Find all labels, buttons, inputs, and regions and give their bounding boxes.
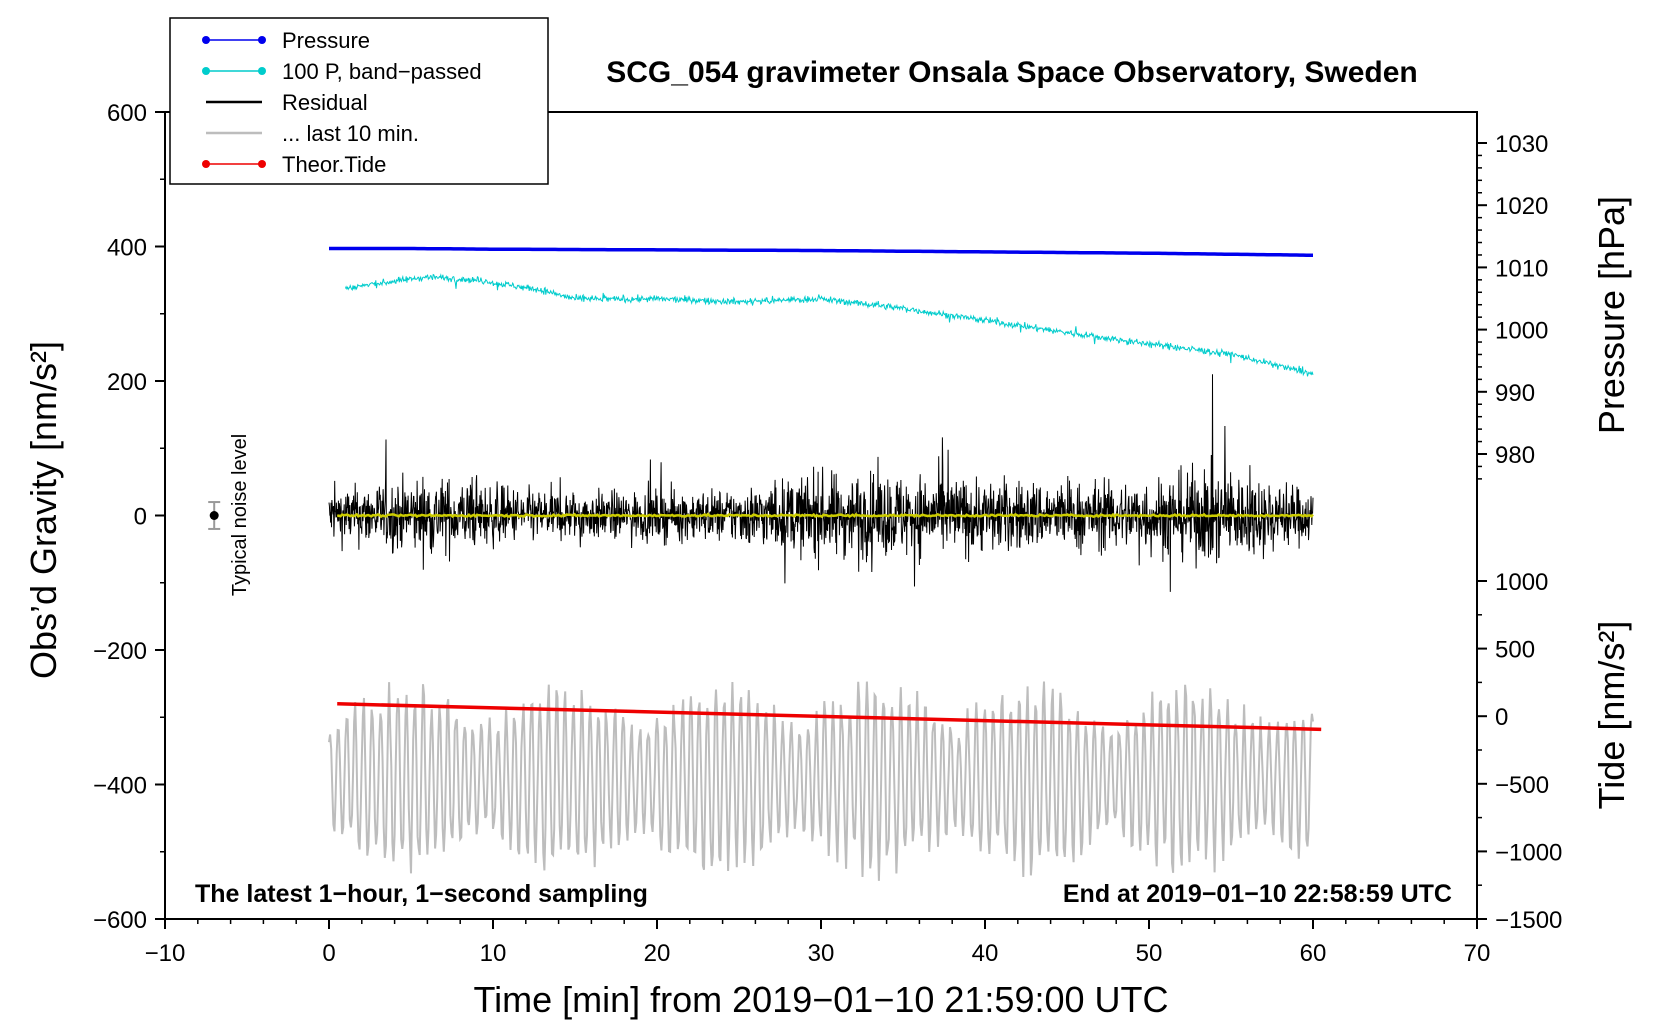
annotation-end-time: End at 2019−01−10 22:58:59 UTC — [1063, 880, 1452, 908]
y-tick-label-left: 600 — [107, 100, 147, 127]
legend-label: 100 P, band−passed — [282, 59, 482, 84]
y-tick-label-tide: 0 — [1495, 704, 1508, 731]
y-tick-label-left: −200 — [93, 638, 147, 665]
legend-items: Pressure 100 P, band−passed Residual ... la… — [202, 28, 482, 177]
y-tick-label-left: −600 — [93, 907, 147, 934]
y-tick-label-left: 400 — [107, 235, 147, 262]
y-tick-label-left: −400 — [93, 773, 147, 800]
x-tick-label: 40 — [972, 940, 999, 967]
x-tick-label: −10 — [145, 940, 186, 967]
y-axis-label-tide: Tide [nm/s²] — [1591, 621, 1632, 810]
series-filtered — [337, 512, 1314, 519]
legend-swatch-dot — [202, 160, 210, 168]
legend: Pressure 100 P, band−passed Residual ... la… — [169, 17, 549, 185]
y-tick-label-tide: 1000 — [1495, 569, 1548, 596]
legend-label: ... last 10 min. — [282, 121, 419, 146]
series-layer — [328, 246, 1322, 881]
legend-item: Theor.Tide — [202, 152, 386, 177]
x-axis-label: Time [min] from 2019−01−10 21:59:00 UTC — [473, 979, 1168, 1020]
y-tick-label-tide: −1500 — [1495, 907, 1562, 934]
y-tick-label-pressure: 1010 — [1495, 255, 1548, 282]
x-tick-label: 30 — [808, 940, 835, 967]
x-tick-label: 70 — [1464, 940, 1491, 967]
legend-swatch-dot — [202, 36, 210, 44]
legend-swatch-dot — [202, 67, 210, 75]
series-bandpassed-pressure — [344, 273, 1314, 377]
y-tick-label-left: 0 — [134, 504, 147, 531]
legend-swatch-dot — [258, 160, 266, 168]
x-tick-label: 60 — [1300, 940, 1327, 967]
annotation-sampling: The latest 1−hour, 1−second sampling — [195, 880, 648, 908]
series-theoretical-tide — [337, 702, 1322, 732]
legend-item: ... last 10 min. — [206, 121, 419, 146]
noise-marker-layer — [208, 501, 221, 530]
legend-item: Pressure — [202, 28, 370, 53]
x-tick-label: 20 — [644, 940, 671, 967]
chart-title: SCG_054 gravimeter Onsala Space Observat… — [606, 56, 1418, 89]
series-last-10-min — [328, 681, 1314, 881]
y-axis-label-left: Obs’d Gravity [nm/s²] — [23, 341, 64, 679]
y-tick-label-pressure: 990 — [1495, 380, 1535, 407]
y-tick-label-pressure: 1030 — [1495, 131, 1548, 158]
y-tick-label-tide: −1000 — [1495, 839, 1562, 866]
legend-item: Residual — [206, 90, 368, 115]
legend-item: 100 P, band−passed — [202, 59, 482, 84]
series-residual — [328, 374, 1314, 592]
x-tick-label: 10 — [480, 940, 507, 967]
y-tick-label-pressure: 1000 — [1495, 318, 1548, 345]
legend-label: Theor.Tide — [282, 152, 386, 177]
ticks-layer: −10 0 10 20 30 40 50 60 706004002000−200−400−600… — [93, 100, 1562, 967]
y-axis-label-pressure: Pressure [hPa] — [1591, 196, 1632, 434]
noise-level-label: Typical noise level — [229, 434, 251, 596]
y-tick-label-tide: 500 — [1495, 637, 1535, 664]
series-pressure — [329, 246, 1313, 257]
y-tick-label-tide: −500 — [1495, 772, 1549, 799]
legend-swatch-dot — [258, 67, 266, 75]
y-tick-label-pressure: 980 — [1495, 442, 1535, 469]
legend-swatch-dot — [258, 36, 266, 44]
y-tick-label-pressure: 1020 — [1495, 193, 1548, 220]
legend-label: Residual — [282, 90, 368, 115]
x-tick-label: 0 — [322, 940, 335, 967]
legend-label: Pressure — [282, 28, 370, 53]
noise-point — [209, 511, 219, 520]
x-tick-label: 50 — [1136, 940, 1163, 967]
y-tick-label-left: 200 — [107, 369, 147, 396]
